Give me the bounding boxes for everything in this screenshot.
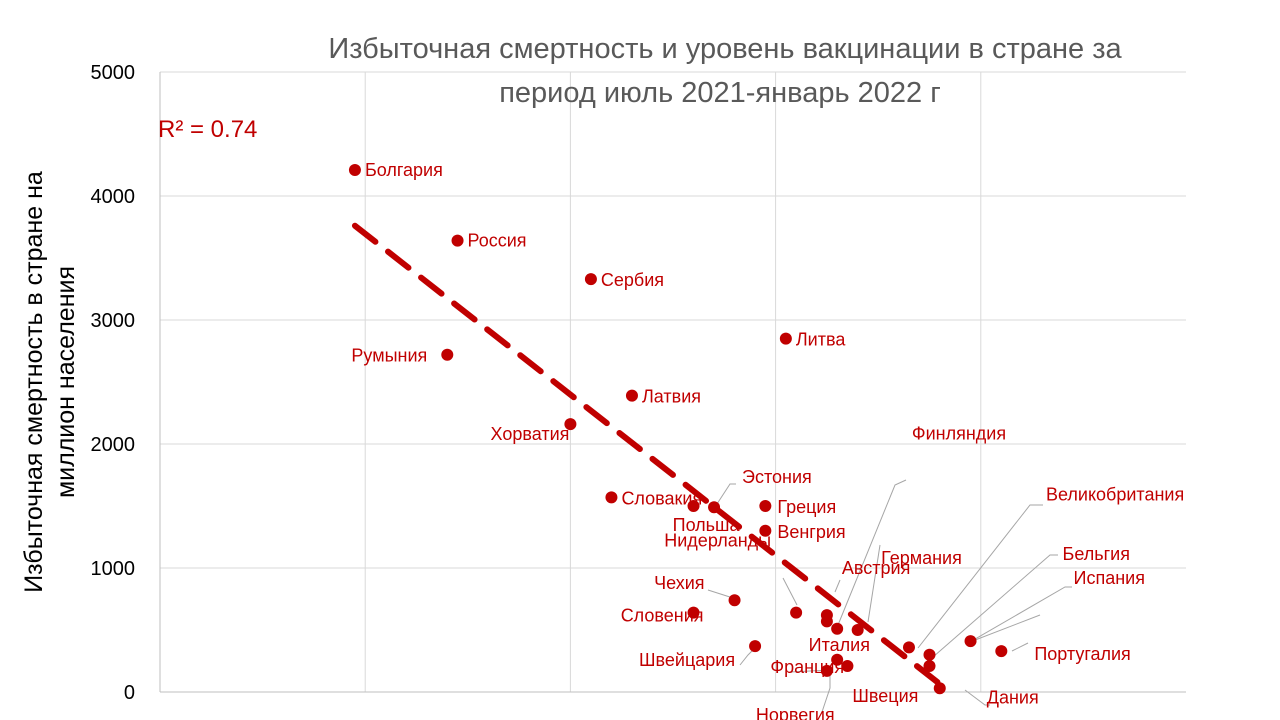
leader-line-22: [969, 614, 1041, 643]
leader-line-17: [867, 544, 881, 623]
data-point-6: [564, 418, 577, 431]
y-tick-label-4: 4000: [91, 186, 136, 208]
point-label-17: Германия: [881, 548, 962, 568]
point-labels: Болгария Россия Сербия Литва Румыния Латвия Хо…: [351, 160, 1184, 720]
leader-line-15: [834, 579, 841, 593]
trendline-group: [351, 222, 954, 695]
data-point-0: [348, 163, 361, 176]
data-point-16: [820, 615, 833, 628]
leader-line-13: [707, 589, 734, 599]
point-label-24: Швейцария: [639, 650, 735, 670]
data-point-20: [923, 648, 936, 661]
y-axis-label-line-2: миллион населения: [52, 266, 80, 498]
point-label-18: Италия: [809, 635, 870, 655]
leader-line-12: [782, 577, 798, 606]
y-tick-label-1: 1000: [91, 558, 136, 580]
y-axis-label: Избыточная смертность в стране на миллио…: [20, 171, 80, 593]
point-label-13: Чехия: [654, 573, 704, 593]
data-point-2: [584, 273, 597, 286]
data-point-25: [831, 653, 844, 666]
leader-line-19: [917, 504, 1043, 649]
point-label-0: Болгария: [365, 160, 443, 180]
chart-title-line-2: период июль 2021-январь 2022 г: [499, 77, 941, 109]
point-label-7: Словакия: [621, 488, 702, 508]
point-label-10: Греция: [777, 497, 836, 517]
point-label-8: Эстония: [742, 467, 812, 487]
point-label-21: Испания: [1074, 568, 1145, 588]
y-tick-label-0: 0: [124, 682, 135, 704]
data-point-28: [933, 682, 946, 695]
data-point-24: [749, 640, 762, 653]
data-point-1: [451, 234, 464, 247]
y-axis-label-line-1: Избыточная смертность в стране на: [20, 171, 48, 593]
leader-line-8: [714, 483, 736, 508]
data-point-14: [687, 606, 700, 619]
data-point-10: [759, 500, 772, 512]
point-label-2: Сербия: [601, 270, 664, 290]
y-tick-labels: 0 1000 2000 3000 4000 5000: [91, 62, 136, 704]
axes: [159, 72, 1186, 693]
point-label-9: Польша: [673, 515, 741, 535]
data-point-8: [708, 501, 721, 514]
data-point-9: [687, 500, 700, 512]
leader-line-26: [821, 675, 831, 713]
point-label-12: Нидерланды: [664, 531, 771, 551]
data-point-7: [605, 491, 618, 504]
point-label-6: Хорватия: [491, 424, 570, 444]
data-point-5: [625, 389, 638, 402]
data-point-19: [902, 641, 915, 654]
data-point-26: [820, 664, 833, 677]
r-squared-annotation: R² = 0.74: [158, 116, 257, 143]
y-tick-label-3: 3000: [91, 310, 136, 332]
point-label-25: Франция: [770, 657, 844, 677]
data-point-17: [831, 622, 844, 635]
point-label-23: Португалия: [1034, 644, 1131, 664]
leader-line-21: [969, 586, 1072, 643]
data-point-21: [964, 635, 977, 648]
point-label-27: Швеция: [852, 686, 918, 706]
data-points: [348, 163, 1008, 695]
data-point-3: [779, 332, 792, 345]
data-point-4: [441, 348, 454, 361]
point-label-1: Россия: [468, 231, 527, 251]
leader-line-16: [837, 479, 907, 626]
data-point-18: [851, 624, 864, 636]
point-label-3: Литва: [796, 330, 846, 350]
leader-line-28: [964, 689, 990, 706]
point-label-19: Великобритания: [1046, 484, 1184, 504]
point-label-26: Норвегия: [756, 705, 835, 720]
leader-line-23: [1011, 642, 1029, 652]
point-label-20: Бельгия: [1063, 544, 1130, 564]
data-point-22: [923, 659, 936, 672]
point-label-14: Словения: [621, 606, 704, 626]
leader-lines: [707, 479, 1072, 713]
data-point-23: [995, 645, 1008, 658]
point-label-16: Финляндия: [912, 423, 1006, 443]
point-label-4: Румыния: [351, 346, 427, 366]
y-tick-label-2: 2000: [91, 434, 136, 456]
data-point-11: [759, 524, 772, 537]
data-point-13: [728, 594, 741, 607]
leader-line-20: [932, 554, 1058, 658]
y-tick-label-5: 5000: [91, 62, 136, 84]
data-point-12: [790, 606, 803, 619]
chart-title-line-1: Избыточная смертность и уровень вакцинац…: [328, 33, 1122, 65]
point-label-28: Дания: [987, 687, 1039, 707]
point-label-11: Венгрия: [777, 522, 845, 542]
point-label-15: Австрия: [842, 558, 910, 578]
trendline: [351, 222, 954, 695]
point-label-5: Латвия: [642, 387, 701, 407]
data-point-27: [841, 659, 854, 672]
gridlines: [160, 71, 1186, 692]
